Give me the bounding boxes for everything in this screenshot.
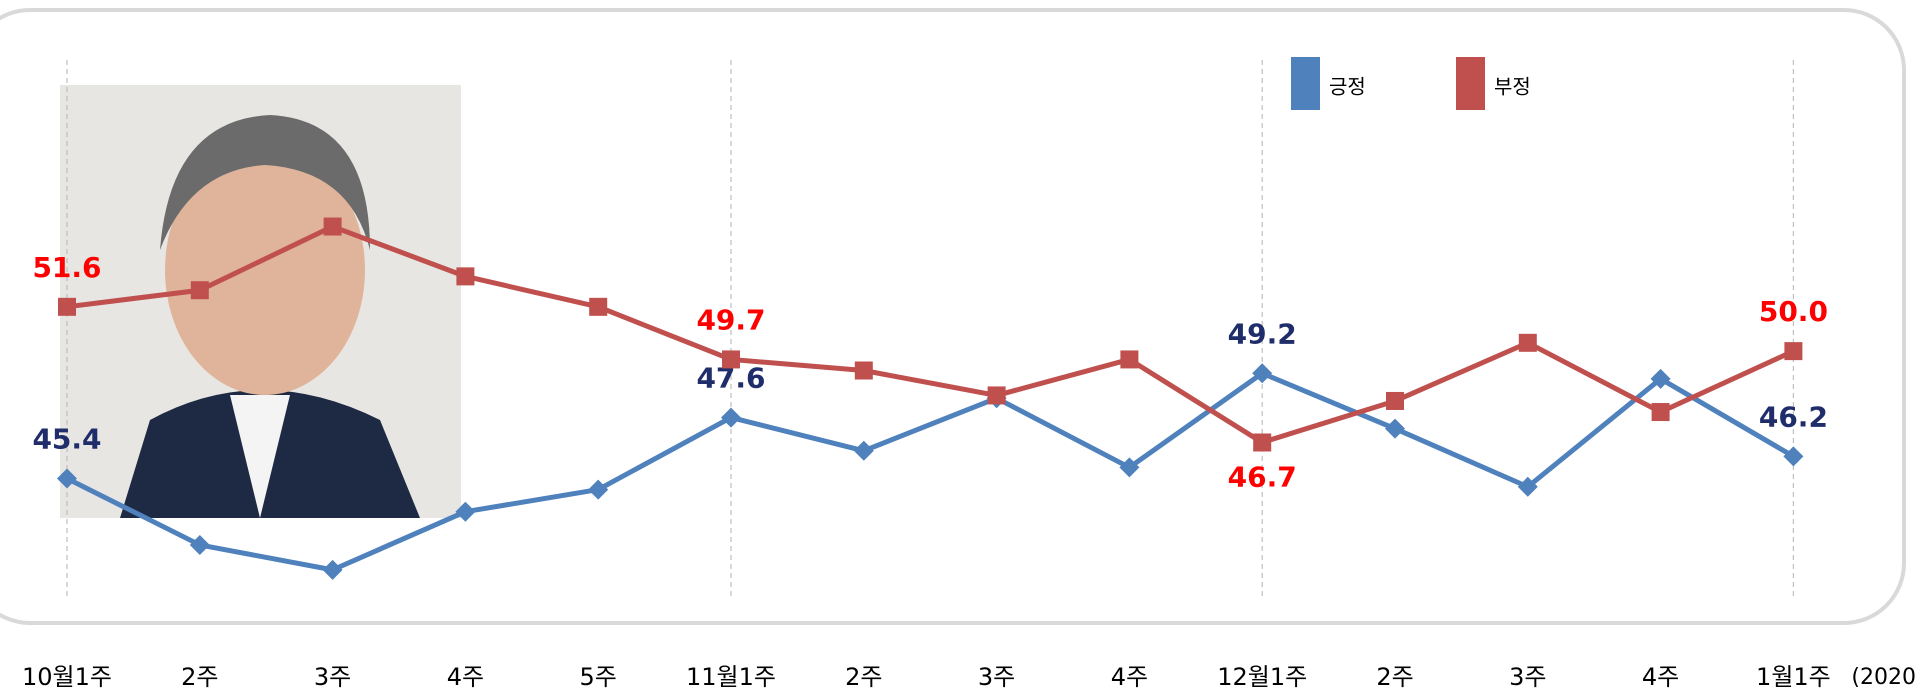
x-tick-label: 5주 bbox=[580, 663, 617, 691]
x-tick-label: 11월1주 bbox=[686, 663, 776, 691]
data-label: 49.2 bbox=[1228, 317, 1297, 350]
data-label: 50.0 bbox=[1759, 295, 1828, 328]
marker bbox=[988, 386, 1006, 404]
x-tick-label: 4주 bbox=[1642, 663, 1679, 691]
legend-swatch bbox=[1291, 57, 1320, 110]
data-label: 45.4 bbox=[32, 422, 101, 455]
legend-label: 부정 bbox=[1494, 75, 1531, 99]
x-tick-label: 2주 bbox=[181, 663, 218, 691]
x-tick-label: 12월1주 bbox=[1217, 663, 1307, 691]
x-tick-label: 3주 bbox=[1509, 663, 1546, 691]
data-label: 49.7 bbox=[696, 303, 765, 336]
marker bbox=[1253, 433, 1271, 451]
data-label: 51.6 bbox=[32, 251, 101, 284]
x-tick-label: 2주 bbox=[845, 663, 882, 691]
marker bbox=[1519, 334, 1537, 352]
legend-label: 긍정 bbox=[1329, 75, 1366, 99]
data-label: 46.7 bbox=[1228, 460, 1297, 493]
marker bbox=[456, 267, 474, 285]
data-label: 46.2 bbox=[1759, 400, 1828, 433]
marker bbox=[191, 281, 209, 299]
marker bbox=[589, 298, 607, 316]
marker bbox=[324, 218, 342, 236]
x-tick-label: 1월1주 bbox=[1756, 663, 1831, 691]
x-tick-label: 10월1주 bbox=[22, 663, 112, 691]
x-tick-label: 2주 bbox=[1376, 663, 1413, 691]
chart: 긍정 부정 10월1주 2주 3주 4주 5주 11월1주 2주 3주 4주 12월1주 2주 3주 4주… bbox=[0, 0, 1915, 694]
x-tick-label: 4주 bbox=[1111, 663, 1148, 691]
marker bbox=[1784, 342, 1802, 360]
marker bbox=[58, 298, 76, 316]
marker bbox=[1386, 392, 1404, 410]
marker bbox=[722, 350, 740, 368]
marker bbox=[855, 362, 873, 380]
x-annotation: (2020년) bbox=[1851, 665, 1915, 690]
marker bbox=[1652, 403, 1670, 421]
x-tick-label: 4주 bbox=[447, 663, 484, 691]
x-tick-label: 3주 bbox=[314, 663, 351, 691]
legend-swatch bbox=[1456, 57, 1485, 110]
x-tick-label: 3주 bbox=[978, 663, 1015, 691]
marker bbox=[1120, 350, 1138, 368]
